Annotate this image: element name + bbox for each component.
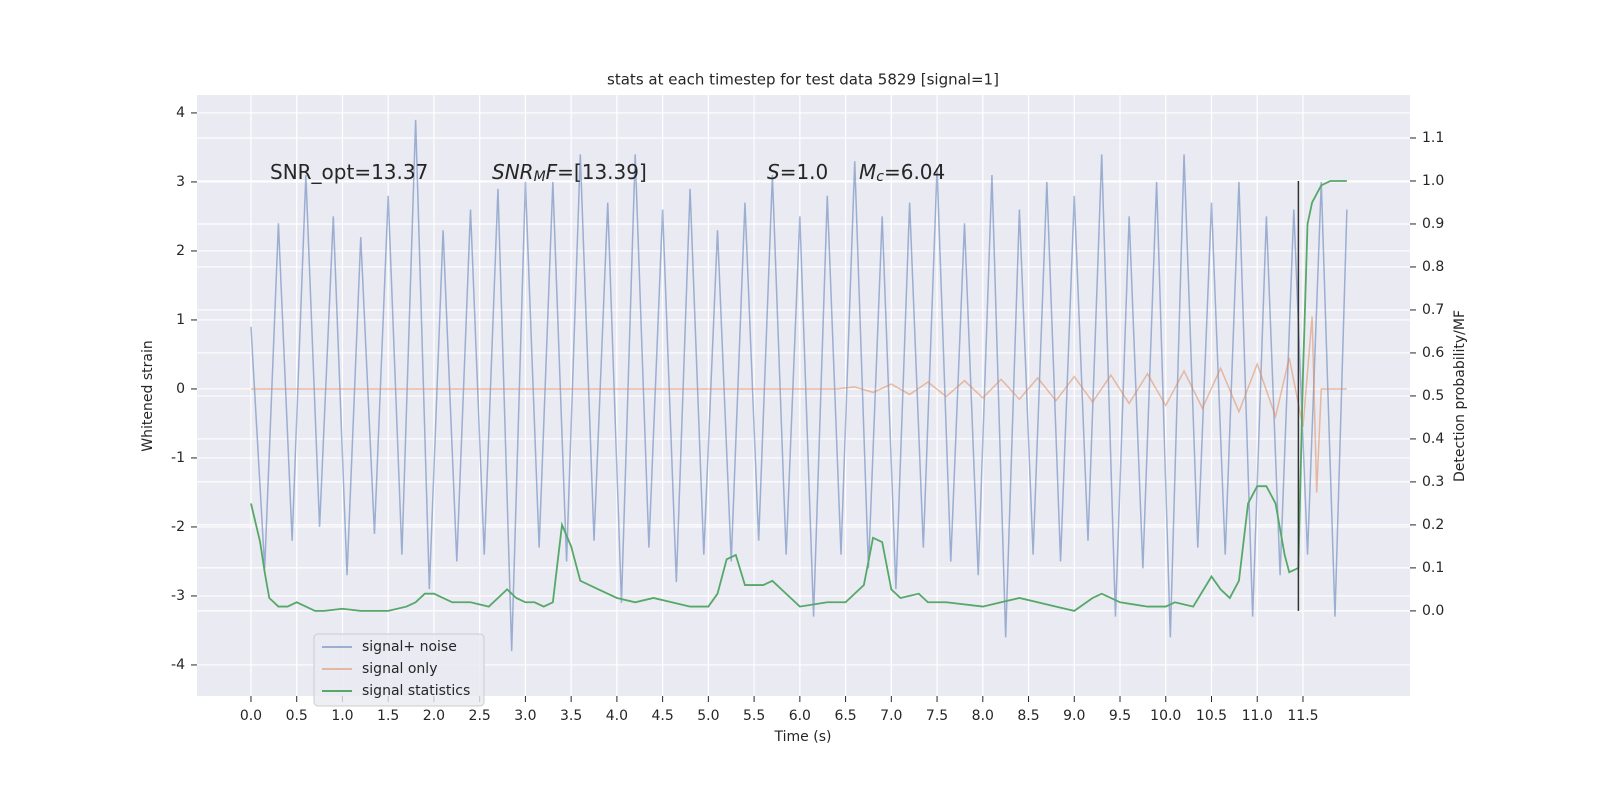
annotation-part: SNR_opt=13.37 [270,160,428,184]
x-tick-label: 5.0 [697,708,719,724]
x-tick-label: 1.5 [377,708,399,724]
annotation-part: =1.0 [780,160,829,184]
x-tick-label: 11.0 [1242,708,1273,724]
y-tick-label: 0 [176,381,185,397]
x-tick-label: 8.0 [972,708,994,724]
legend-label: signal+ noise [362,639,457,655]
y-tick-label: 2 [176,243,185,259]
annotation-part: M [534,169,546,185]
y-tick-label: -4 [171,657,185,673]
series-line [250,180,1347,612]
annotation-part: c [876,169,884,185]
annotation-part: S [767,160,780,184]
chart-title: stats at each timestep for test data 582… [607,71,999,89]
y-tick-label: 1 [176,312,185,328]
grid [197,95,1410,696]
y2-axis-label: Detection probability/MF [1452,310,1468,482]
x-tick-label: 2.0 [423,708,445,724]
series-line [250,316,1347,493]
x-tick-label: 4.0 [606,708,628,724]
y2-tick-label: 1.1 [1422,130,1444,146]
y-tick-label: 3 [176,174,185,190]
x-tick-label: 3.0 [514,708,536,724]
x-tick-label: 6.5 [834,708,856,724]
y2-tick-label: 1.0 [1422,173,1444,189]
x-tick-label: 0.0 [240,708,262,724]
annotation: SNRMF=[13.39] [492,160,647,186]
y2-tick-label: 0.9 [1422,216,1444,232]
x-tick-label: 8.5 [1017,708,1039,724]
x-tick-label: 1.0 [331,708,353,724]
annotation-part: =6.04 [884,160,945,184]
y2-tick-label: 0.8 [1422,259,1444,275]
x-tick-label: 0.5 [286,708,308,724]
annotation-part: F [546,160,558,184]
y2-tick-label: 0.4 [1422,431,1444,447]
y2-tick-label: 0.3 [1422,474,1444,490]
y2-tick-label: 0.1 [1422,560,1444,576]
legend-box [313,633,485,707]
annotation-part: M [859,160,876,184]
y-tick-label: 4 [176,105,185,121]
y2-tick-label: 0.2 [1422,517,1444,533]
y-axis-label: Whitened strain [140,340,156,451]
x-tick-label: 10.0 [1150,708,1181,724]
x-tick-label: 10.5 [1196,708,1227,724]
series-line [250,119,1348,652]
x-tick-label: 7.0 [880,708,902,724]
legend-label: signal only [362,661,437,677]
x-tick-label: 11.5 [1287,708,1318,724]
x-tick-label: 9.5 [1109,708,1131,724]
annotation-part: SNR [492,160,534,184]
y2-tick-label: 0.7 [1422,302,1444,318]
y-tick-label: -3 [171,588,185,604]
annotation: Mc=6.04 [859,160,945,186]
y-tick-label: -2 [171,519,185,535]
x-tick-label: 2.5 [469,708,491,724]
x-tick-label: 5.5 [743,708,765,724]
legend: signal+ noise signal only signal statistic… [313,633,485,707]
annotation-part: =[13.39] [557,160,647,184]
x-tick-label: 9.0 [1063,708,1085,724]
legend-label: signal statistics [362,683,470,699]
x-tick-label: 7.5 [926,708,948,724]
annotation: SNR_opt=13.37 [270,160,428,184]
x-tick-label: 4.5 [651,708,673,724]
y-tick-label: -1 [171,450,185,466]
y2-tick-label: 0.6 [1422,345,1444,361]
y2-tick-label: 0.5 [1422,388,1444,404]
y2-tick-label: 0.0 [1422,603,1444,619]
annotation: S=1.0 [767,160,828,184]
x-tick-label: 3.5 [560,708,582,724]
x-axis-label: Time (s) [774,729,832,745]
x-tick-label: 6.0 [789,708,811,724]
